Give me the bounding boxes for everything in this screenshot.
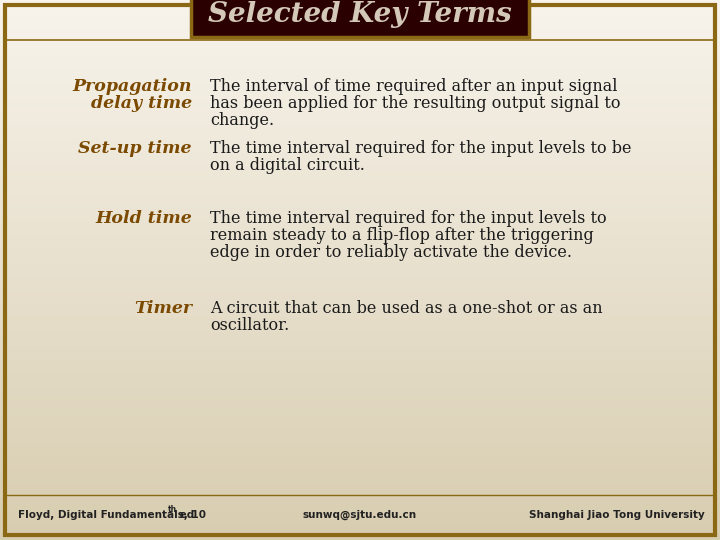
Text: The time interval required for the input levels to be: The time interval required for the input… <box>210 140 631 157</box>
Text: on a digital circuit.: on a digital circuit. <box>210 157 365 174</box>
Text: change.: change. <box>210 112 274 129</box>
Text: Shanghai Jiao Tong University: Shanghai Jiao Tong University <box>529 510 705 520</box>
Text: remain steady to a flip-flop after the triggering: remain steady to a flip-flop after the t… <box>210 227 594 244</box>
Text: Floyd, Digital Fundamentals, 10: Floyd, Digital Fundamentals, 10 <box>18 510 206 520</box>
Text: th: th <box>168 505 177 515</box>
Text: edge in order to reliably activate the device.: edge in order to reliably activate the d… <box>210 244 572 261</box>
Text: Set-up time: Set-up time <box>78 140 192 157</box>
Text: ed: ed <box>176 510 194 520</box>
Text: has been applied for the resulting output signal to: has been applied for the resulting outpu… <box>210 95 621 112</box>
Text: oscillator.: oscillator. <box>210 317 289 334</box>
Text: Selected Key Terms: Selected Key Terms <box>208 1 512 28</box>
Bar <box>191 0 529 37</box>
Text: delay time: delay time <box>91 95 192 112</box>
Text: A circuit that can be used as a one-shot or as an: A circuit that can be used as a one-shot… <box>210 300 603 317</box>
Text: Timer: Timer <box>134 300 192 317</box>
Text: The time interval required for the input levels to: The time interval required for the input… <box>210 210 607 227</box>
Text: The interval of time required after an input signal: The interval of time required after an i… <box>210 78 618 95</box>
Text: Hold time: Hold time <box>95 210 192 227</box>
Text: sunwq@sjtu.edu.cn: sunwq@sjtu.edu.cn <box>303 510 417 520</box>
Text: Propagation: Propagation <box>73 78 192 95</box>
